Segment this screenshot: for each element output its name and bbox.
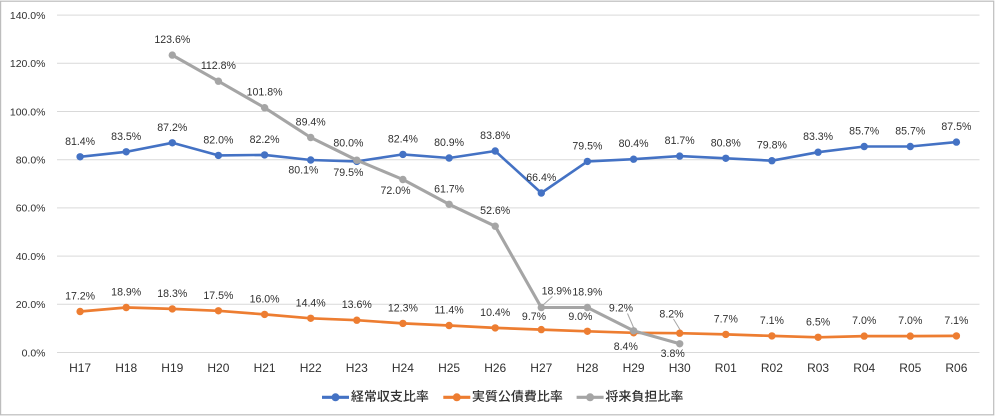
svg-text:79.5%: 79.5% bbox=[572, 140, 603, 152]
svg-text:R02: R02 bbox=[761, 361, 783, 375]
svg-text:H17: H17 bbox=[69, 361, 91, 375]
svg-text:80.1%: 80.1% bbox=[288, 165, 319, 177]
svg-text:80.8%: 80.8% bbox=[711, 137, 742, 149]
svg-text:R03: R03 bbox=[807, 361, 829, 375]
svg-text:14.4%: 14.4% bbox=[296, 297, 327, 309]
svg-text:81.4%: 81.4% bbox=[65, 136, 96, 148]
svg-text:123.6%: 123.6% bbox=[154, 34, 191, 46]
svg-text:9.2%: 9.2% bbox=[609, 303, 634, 315]
svg-text:7.0%: 7.0% bbox=[852, 315, 877, 327]
svg-text:H22: H22 bbox=[300, 361, 322, 375]
svg-text:H27: H27 bbox=[530, 361, 552, 375]
svg-text:8.2%: 8.2% bbox=[659, 309, 684, 321]
svg-text:11.4%: 11.4% bbox=[434, 305, 464, 317]
svg-text:6.5%: 6.5% bbox=[806, 316, 831, 328]
svg-text:20.0%: 20.0% bbox=[16, 299, 46, 311]
svg-text:101.8%: 101.8% bbox=[247, 87, 284, 99]
svg-text:140.0%: 140.0% bbox=[10, 10, 46, 22]
svg-text:H26: H26 bbox=[484, 361, 506, 375]
svg-text:R04: R04 bbox=[853, 361, 875, 375]
svg-text:H21: H21 bbox=[254, 361, 276, 375]
svg-text:120.0%: 120.0% bbox=[10, 58, 46, 70]
svg-text:16.0%: 16.0% bbox=[250, 293, 281, 305]
svg-text:H23: H23 bbox=[346, 361, 368, 375]
svg-text:H24: H24 bbox=[392, 361, 414, 375]
svg-text:R06: R06 bbox=[945, 361, 967, 375]
svg-text:52.6%: 52.6% bbox=[480, 205, 511, 217]
svg-text:61.7%: 61.7% bbox=[434, 183, 465, 195]
svg-text:8.4%: 8.4% bbox=[614, 341, 639, 353]
svg-text:60.0%: 60.0% bbox=[16, 203, 46, 215]
svg-text:13.6%: 13.6% bbox=[342, 299, 373, 311]
svg-text:3.8%: 3.8% bbox=[661, 348, 686, 360]
svg-text:H25: H25 bbox=[438, 361, 460, 375]
svg-text:9.0%: 9.0% bbox=[568, 311, 593, 323]
svg-text:81.7%: 81.7% bbox=[665, 135, 696, 147]
svg-text:80.9%: 80.9% bbox=[434, 137, 465, 149]
svg-text:83.5%: 83.5% bbox=[111, 131, 142, 143]
svg-text:12.3%: 12.3% bbox=[388, 302, 419, 314]
svg-text:83.8%: 83.8% bbox=[480, 130, 511, 142]
svg-text:79.8%: 79.8% bbox=[757, 140, 788, 152]
svg-text:H28: H28 bbox=[576, 361, 598, 375]
svg-text:H20: H20 bbox=[207, 361, 229, 375]
svg-text:82.4%: 82.4% bbox=[388, 133, 419, 145]
svg-text:83.3%: 83.3% bbox=[803, 131, 834, 143]
svg-text:66.4%: 66.4% bbox=[526, 172, 557, 184]
svg-text:H19: H19 bbox=[161, 361, 183, 375]
svg-text:80.0%: 80.0% bbox=[333, 137, 364, 149]
svg-text:100.0%: 100.0% bbox=[10, 106, 46, 118]
svg-text:9.7%: 9.7% bbox=[522, 311, 547, 323]
svg-text:18.9%: 18.9% bbox=[111, 287, 142, 299]
svg-text:7.7%: 7.7% bbox=[714, 313, 739, 325]
svg-text:7.1%: 7.1% bbox=[944, 315, 969, 327]
svg-text:H18: H18 bbox=[115, 361, 137, 375]
svg-text:112.8%: 112.8% bbox=[201, 60, 237, 72]
svg-text:18.9%: 18.9% bbox=[542, 286, 573, 298]
svg-text:10.4%: 10.4% bbox=[480, 307, 511, 319]
svg-text:80.0%: 80.0% bbox=[16, 155, 46, 167]
svg-text:18.3%: 18.3% bbox=[157, 288, 188, 300]
svg-text:82.2%: 82.2% bbox=[250, 134, 281, 146]
svg-text:7.1%: 7.1% bbox=[760, 315, 785, 327]
svg-text:17.2%: 17.2% bbox=[65, 291, 96, 303]
svg-text:80.4%: 80.4% bbox=[619, 138, 650, 150]
svg-text:85.7%: 85.7% bbox=[849, 126, 880, 138]
svg-text:H30: H30 bbox=[669, 361, 691, 375]
svg-text:87.5%: 87.5% bbox=[941, 121, 972, 133]
svg-text:0.0%: 0.0% bbox=[22, 347, 46, 359]
svg-text:R05: R05 bbox=[899, 361, 921, 375]
svg-text:40.0%: 40.0% bbox=[16, 251, 46, 263]
svg-text:18.9%: 18.9% bbox=[572, 287, 603, 299]
svg-text:85.7%: 85.7% bbox=[895, 126, 926, 138]
svg-text:7.0%: 7.0% bbox=[898, 315, 923, 327]
svg-text:82.0%: 82.0% bbox=[203, 134, 234, 146]
svg-text:R01: R01 bbox=[715, 361, 737, 375]
svg-text:72.0%: 72.0% bbox=[380, 185, 411, 197]
svg-text:H29: H29 bbox=[623, 361, 645, 375]
svg-text:87.2%: 87.2% bbox=[157, 122, 188, 134]
svg-text:79.5%: 79.5% bbox=[333, 167, 364, 179]
svg-text:17.5%: 17.5% bbox=[203, 290, 234, 302]
svg-text:89.4%: 89.4% bbox=[296, 117, 327, 129]
